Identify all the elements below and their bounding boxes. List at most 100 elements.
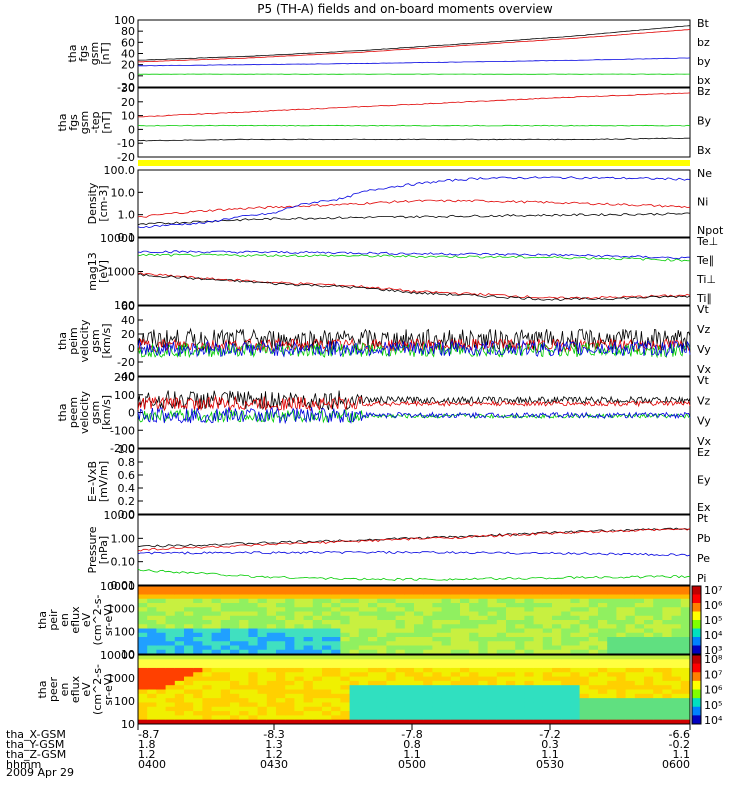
heatmap-cell	[322, 637, 332, 642]
heatmap-cell	[524, 685, 535, 690]
heatmap-cell	[285, 715, 295, 721]
heatmap-cell	[579, 693, 590, 699]
heatmap-cell	[165, 632, 176, 638]
heatmap-cell	[542, 590, 553, 595]
heatmap-cell	[230, 685, 240, 690]
heatmap-cell	[478, 615, 489, 621]
heatmap-cell	[644, 598, 654, 604]
heatmap-cell	[423, 645, 433, 651]
heatmap-cell	[331, 607, 341, 612]
heatmap-cell	[496, 624, 507, 629]
colorbar-tick-label: 10⁵	[704, 614, 722, 627]
heatmap-cell	[266, 624, 277, 629]
series-Pt	[137, 527, 691, 548]
heatmap-cell	[386, 667, 397, 673]
heatmap-cell	[561, 667, 571, 673]
heatmap-cell	[202, 667, 213, 673]
heatmap-cell	[147, 590, 157, 595]
heatmap-cell	[340, 624, 351, 629]
heatmap-cell	[469, 603, 479, 608]
heatmap-cell	[312, 693, 323, 699]
heatmap-cell	[634, 590, 645, 595]
heatmap-cell	[248, 702, 259, 708]
heatmap-cell	[377, 649, 387, 655]
heatmap-cell	[570, 680, 581, 686]
heatmap-cell	[193, 706, 203, 712]
heatmap-cell	[202, 590, 213, 595]
heatmap-cell	[138, 590, 148, 595]
heatmap-cell	[441, 624, 452, 629]
heatmap-cell	[230, 663, 240, 669]
y-label-line: eV	[80, 612, 93, 627]
heatmap-cell	[625, 702, 636, 708]
y-tick-label: 10	[121, 110, 135, 123]
y-label-line: sr-eV)	[102, 604, 115, 636]
heatmap-cell	[331, 628, 341, 634]
heatmap-cell	[368, 607, 378, 612]
heatmap-cell	[377, 590, 387, 595]
heatmap-cell	[230, 598, 240, 604]
heatmap-cell	[220, 624, 231, 629]
heatmap-cell	[184, 672, 194, 678]
heatmap-cell	[506, 672, 516, 678]
heatmap-cell	[588, 637, 599, 642]
heatmap-cell	[138, 615, 148, 621]
heatmap-cell	[165, 698, 176, 703]
heatmap-cell	[542, 594, 553, 600]
heatmap-cell	[303, 672, 314, 678]
heatmap-cell	[294, 689, 305, 695]
heatmap-cell	[294, 641, 305, 646]
heatmap-cell	[506, 659, 516, 665]
heatmap-cell	[184, 655, 194, 660]
heatmap-cell	[322, 676, 332, 682]
heatmap-cell	[570, 598, 581, 604]
y-label-line: [nPa]	[97, 536, 110, 564]
colorbar-segment	[692, 672, 701, 682]
series-Ti⊥	[137, 250, 690, 260]
heatmap-cell	[220, 594, 231, 600]
heatmap-cell	[368, 632, 378, 638]
y-label-line: mag13	[86, 252, 99, 290]
heatmap-cell	[404, 641, 415, 646]
heatmap-cell	[634, 598, 645, 604]
heatmap-cell	[423, 611, 433, 617]
heatmap-cell	[423, 659, 433, 665]
heatmap-cell	[561, 698, 571, 703]
x-row-value: -6.6	[669, 728, 690, 741]
heatmap-cell	[358, 659, 369, 665]
heatmap-cell	[680, 586, 691, 591]
heatmap-cell	[644, 659, 654, 665]
heatmap-cell	[441, 689, 452, 695]
heatmap-cell	[570, 685, 581, 690]
heatmap-cell	[276, 615, 286, 621]
heatmap-cell	[588, 607, 599, 612]
y-label-line: [eV]	[97, 260, 110, 283]
heatmap-cell	[193, 685, 203, 690]
heatmap-cell	[616, 649, 627, 655]
panel-peir: 10000100010010thapeirenefluxeV(cm^2-s-sr…	[36, 580, 723, 661]
heatmap-cell	[340, 607, 351, 612]
heatmap-cell	[147, 603, 157, 608]
heatmap-cell	[358, 598, 369, 604]
heatmap-cell	[202, 711, 213, 716]
heatmap-cell	[395, 702, 406, 708]
heatmap-cell	[358, 655, 369, 660]
heatmap-cell	[616, 655, 627, 660]
heatmap-cell	[340, 603, 351, 608]
heatmap-cell	[441, 632, 452, 638]
heatmap-cell	[377, 663, 387, 669]
heatmap-cell	[303, 586, 314, 591]
heatmap-cell	[368, 598, 378, 604]
heatmap-cell	[570, 594, 581, 600]
heatmap-cell	[312, 637, 323, 642]
heatmap-cell	[671, 706, 682, 712]
heatmap-cell	[174, 598, 185, 604]
heatmap-cell	[460, 637, 470, 642]
heatmap-cell	[230, 672, 240, 678]
heatmap-cell	[404, 586, 415, 591]
heatmap-cell	[386, 607, 397, 612]
heatmap-cell	[552, 603, 562, 608]
heatmap-cell	[239, 680, 249, 686]
heatmap-cell	[386, 645, 397, 651]
